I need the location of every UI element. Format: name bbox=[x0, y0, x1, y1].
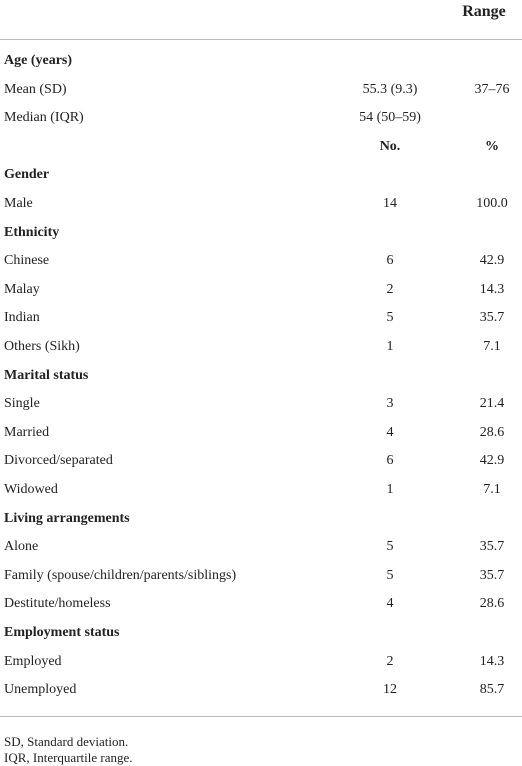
footnote: SD, Standard deviation. bbox=[4, 734, 129, 749]
rule bbox=[0, 39, 522, 40]
section-title: Gender bbox=[4, 167, 50, 183]
cell-value: 12 bbox=[383, 682, 397, 698]
row-label: Employed bbox=[4, 653, 62, 669]
row-label: Family (spouse/children/parents/siblings… bbox=[4, 567, 237, 583]
cell-value: 37–76 bbox=[474, 81, 510, 97]
cell-value: 35.7 bbox=[479, 567, 505, 583]
cell-value: 14 bbox=[383, 196, 397, 211]
row-label: Others (Sikh) bbox=[4, 339, 80, 354]
cell-value: 5 bbox=[386, 539, 394, 555]
subheader: % bbox=[485, 138, 499, 154]
cell-value: 21.4 bbox=[479, 396, 505, 412]
cell-value: 2 bbox=[386, 653, 394, 669]
cell-value: 7.1 bbox=[483, 482, 501, 497]
cell-value: 42.9 bbox=[479, 253, 505, 269]
cell-value: 42.9 bbox=[479, 453, 505, 469]
row-label: Divorced/separated bbox=[4, 453, 113, 469]
section-title: Marital status bbox=[4, 367, 89, 383]
cell-value: 35.7 bbox=[479, 539, 505, 555]
row-label: Male bbox=[4, 196, 33, 211]
cell-value: 28.6 bbox=[479, 424, 505, 440]
cell-value: 1 bbox=[386, 339, 394, 354]
cell-value: 100.0 bbox=[476, 196, 508, 211]
cell-value: 28.6 bbox=[479, 596, 505, 612]
row-label: Indian bbox=[4, 310, 40, 326]
subheader: No. bbox=[379, 138, 401, 154]
row-label: Malay bbox=[4, 281, 40, 297]
row-label: Alone bbox=[4, 539, 39, 555]
cell-value: 4 bbox=[386, 424, 394, 440]
cell-value: 14.3 bbox=[479, 281, 505, 297]
cell-value: 6 bbox=[386, 253, 394, 269]
row-label: Single bbox=[4, 396, 40, 412]
cell-value: 14.3 bbox=[479, 653, 505, 669]
cell-value: 1 bbox=[386, 482, 394, 497]
section-title: Employment status bbox=[4, 625, 120, 640]
section-title: Living arrangements bbox=[4, 510, 130, 526]
cell-value: 7.1 bbox=[483, 339, 501, 354]
cell-value: 6 bbox=[386, 453, 394, 469]
cell-value: 55.3 (9.3) bbox=[362, 81, 418, 97]
row-label: Married bbox=[4, 424, 50, 440]
header-range: Range bbox=[462, 3, 506, 20]
cell-value: 85.7 bbox=[479, 682, 505, 698]
cell-value: 4 bbox=[386, 596, 394, 612]
section-title: Ethnicity bbox=[4, 224, 60, 240]
row-label: Unemployed bbox=[4, 682, 77, 698]
row-label: Mean (SD) bbox=[4, 81, 67, 97]
rule bbox=[0, 716, 522, 717]
section-title: Age (years) bbox=[4, 53, 73, 68]
row-label: Chinese bbox=[4, 253, 50, 269]
footnote: IQR, Interquartile range. bbox=[4, 750, 133, 765]
cell-value: 54 (50–59) bbox=[359, 110, 421, 126]
row-label: Destitute/homeless bbox=[4, 596, 111, 612]
row-label: Median (IQR) bbox=[4, 110, 84, 126]
cell-value: 2 bbox=[386, 281, 394, 297]
cell-value: 35.7 bbox=[479, 310, 505, 326]
cell-value: 3 bbox=[386, 396, 394, 412]
row-label: Widowed bbox=[4, 482, 58, 497]
cell-value: 5 bbox=[386, 310, 394, 326]
cell-value: 5 bbox=[386, 567, 394, 583]
